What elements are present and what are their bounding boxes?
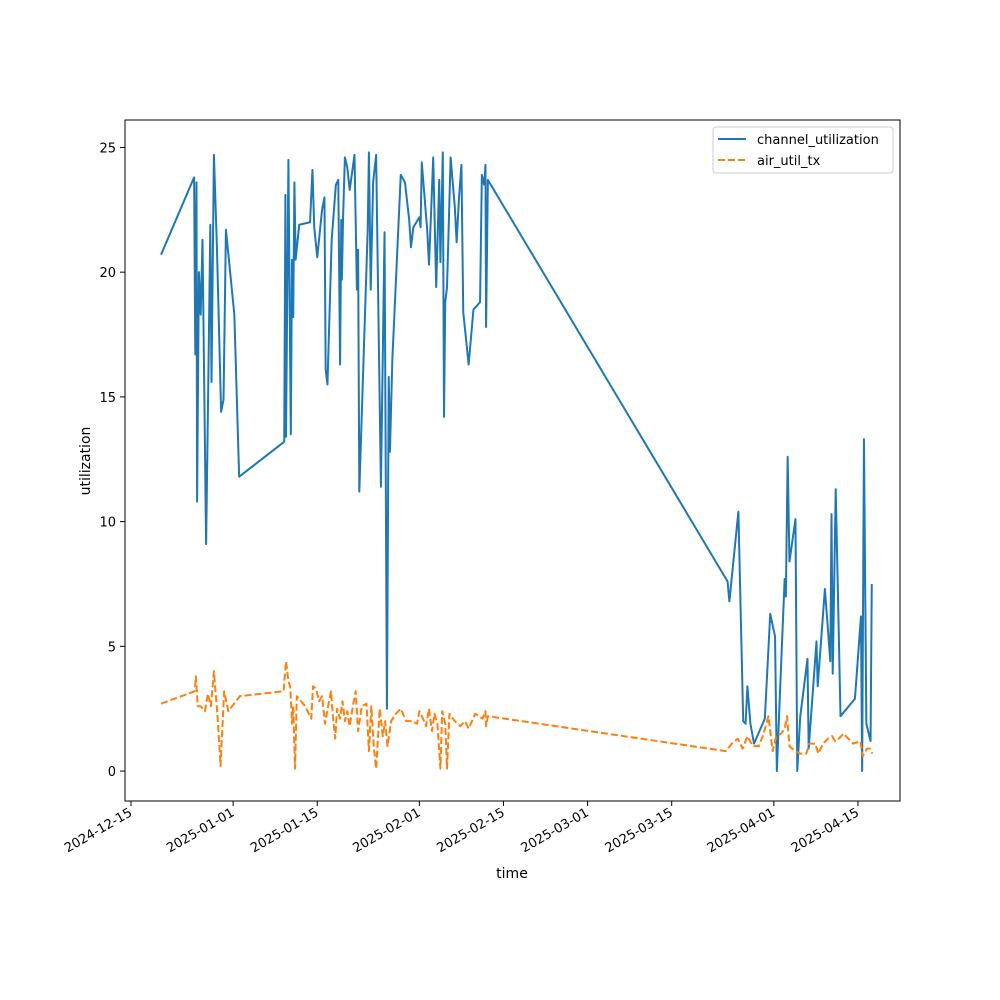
y-tick-label: 25 xyxy=(99,141,116,156)
y-axis-label: utilization xyxy=(78,427,94,496)
legend-label-air-util-tx: air_util_tx xyxy=(757,154,821,169)
legend-label-channel-utilization: channel_utilization xyxy=(757,133,879,148)
y-tick-label: 5 xyxy=(108,640,116,655)
legend-box xyxy=(712,126,894,174)
y-tick-label: 15 xyxy=(99,391,116,406)
y-tick-label: 10 xyxy=(99,516,116,531)
x-axis-label: time xyxy=(496,866,528,882)
y-tick-label: 20 xyxy=(99,266,116,281)
legend: channel_utilization air_util_tx xyxy=(712,126,894,174)
y-tick-label: 0 xyxy=(108,765,116,780)
series-line-air-util-tx xyxy=(160,660,874,770)
series-layer xyxy=(160,151,874,773)
plot-area xyxy=(124,119,901,802)
y-axis: 0 5 10 15 20 25 xyxy=(99,141,125,780)
series-line-channel-utilization xyxy=(160,151,873,773)
plot-frame xyxy=(124,119,901,802)
